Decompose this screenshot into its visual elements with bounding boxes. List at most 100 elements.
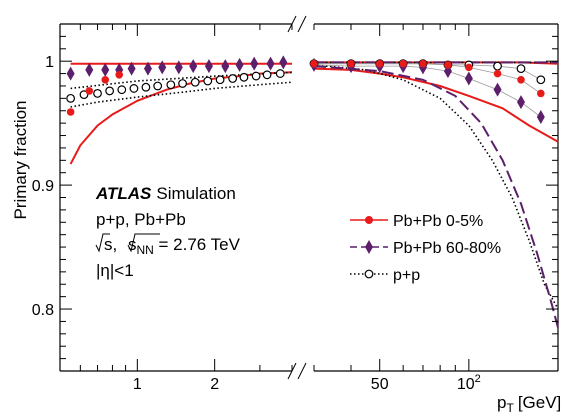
pbpb-peripheral-point	[204, 59, 213, 74]
legend-entry-pbpb-central: Pb+Pb 0-5%	[350, 213, 483, 230]
pbpb-peripheral-point	[493, 82, 502, 97]
pp-point	[66, 93, 76, 103]
pp-point	[516, 64, 526, 74]
sqrt-icon-2	[127, 233, 160, 253]
atlas-label: ATLAS Simulation	[95, 184, 236, 203]
legend-entry-pbpb-peripheral: Pb+Pb 60-80%	[350, 240, 501, 257]
pp-point	[178, 79, 187, 88]
pp-point	[262, 70, 272, 80]
pbpb-central-point	[537, 89, 545, 98]
x-tick-label: 1	[133, 376, 142, 393]
x-axis-title-main: p	[497, 393, 506, 412]
y-axis-title: Primary fraction	[11, 100, 30, 219]
pbpb-peripheral-point	[101, 62, 110, 77]
pbpb-central-point	[101, 75, 110, 84]
energy-pre: s,	[104, 235, 122, 254]
pp-point	[141, 82, 151, 92]
pp-point	[215, 75, 225, 85]
pbpb-central-point	[517, 75, 525, 84]
pbpb-central-point	[444, 61, 452, 69]
pp-point	[493, 61, 502, 71]
pbpb-central-point	[493, 69, 502, 78]
x-tick-label: 2	[210, 376, 219, 393]
ticks-layer: 0.8 0.9 1 1 2 50 102	[32, 24, 559, 393]
axis-break-mark	[297, 362, 307, 380]
pp-point	[166, 80, 176, 90]
pbpb-peripheral-point	[464, 71, 473, 86]
pbpb-central-band-lower	[313, 67, 559, 143]
pbpb-peripheral-point	[143, 61, 152, 76]
atlas-label-simulation: Simulation	[156, 184, 235, 203]
x-tick-label: 50	[371, 376, 389, 393]
pp-point	[79, 90, 89, 100]
pbpb-peripheral-point	[235, 57, 244, 72]
pbpb-central-point	[347, 59, 355, 68]
pbpb-peripheral-point	[250, 56, 259, 71]
series-connector-2	[314, 63, 541, 81]
pp-point	[190, 77, 200, 87]
pbpb-peripheral-point	[279, 55, 288, 70]
legend-marker-pbpb-peripheral	[365, 240, 373, 254]
annotation-block: ATLAS Simulation p+p, Pb+Pb s, sNN = 2.76…	[95, 184, 241, 280]
pp-point	[228, 74, 238, 83]
pp-point	[536, 75, 546, 85]
energy-label: s, sNN = 2.76 TeV	[95, 233, 241, 257]
y-tick-label: 0.9	[32, 178, 54, 195]
eta-label: |η|<1	[96, 261, 134, 280]
x-tick-exponent: 2	[475, 373, 481, 385]
pp-point	[129, 84, 139, 93]
energy-sub: NN	[136, 243, 153, 257]
legend-label-pbpb-central: Pb+Pb 0-5%	[393, 213, 483, 230]
pbpb-peripheral-point	[158, 60, 167, 75]
energy-s: s	[128, 235, 137, 254]
x-axis-title-unit: [GeV]	[518, 393, 561, 412]
pbpb-central-point	[399, 59, 407, 68]
pbpb-central-point	[66, 108, 75, 116]
pbpb-central-point	[115, 71, 124, 79]
pp-band-lower	[70, 81, 293, 108]
pbpb-peripheral-point	[189, 59, 198, 74]
atlas-label-experiment: ATLAS	[95, 184, 152, 203]
systems-label: p+p, Pb+Pb	[96, 210, 186, 229]
legend-label-pbpb-peripheral: Pb+Pb 60-80%	[393, 240, 501, 257]
y-tick-label: 0.8	[32, 302, 54, 319]
energy-post: = 2.76 TeV	[154, 235, 241, 254]
pbpb-central-point	[375, 59, 384, 68]
legend-label-pp: p+p	[393, 267, 420, 284]
pbpb-peripheral-point	[174, 60, 183, 75]
pp-point	[105, 86, 115, 96]
sqrt-icon	[95, 233, 110, 253]
axis-break-mark	[297, 15, 307, 33]
energy-text: s, sNN = 2.76 TeV	[104, 235, 241, 257]
pp-point	[153, 81, 163, 91]
pbpb-peripheral-point	[127, 61, 136, 76]
pbpb-peripheral-point	[66, 66, 75, 81]
pp-point	[275, 69, 285, 78]
pbpb-peripheral-point	[516, 95, 525, 110]
pbpb-central-point	[85, 87, 94, 95]
series-connector-1	[313, 64, 542, 118]
pbpb-central-point	[310, 59, 318, 68]
pbpb-central-point	[465, 63, 473, 72]
legend: Pb+Pb 0-5% Pb+Pb 60-80% p+p	[350, 213, 501, 284]
pbpb-peripheral-point	[266, 56, 275, 71]
x-axis-title-sub: T	[506, 401, 514, 415]
pp-point	[93, 88, 102, 98]
pp-point	[251, 71, 261, 81]
pbpb-peripheral-point	[221, 59, 230, 74]
x-tick-label: 102	[457, 373, 481, 393]
pp-band-lower	[313, 64, 559, 310]
pbpb-peripheral-point	[536, 109, 545, 124]
x-axis-title: pT [GeV]	[497, 393, 561, 415]
pp-point	[239, 72, 249, 82]
legend-entry-pp: p+p	[350, 267, 420, 284]
markers-layer	[66, 55, 546, 124]
y-tick-label: 1	[45, 54, 54, 71]
pp-point	[203, 76, 213, 86]
plot-frame	[59, 15, 559, 380]
pp-point	[117, 85, 127, 95]
legend-marker-pbpb-central	[365, 216, 373, 224]
legend-marker-pp	[364, 269, 374, 279]
pbpb-central-point	[419, 59, 427, 68]
